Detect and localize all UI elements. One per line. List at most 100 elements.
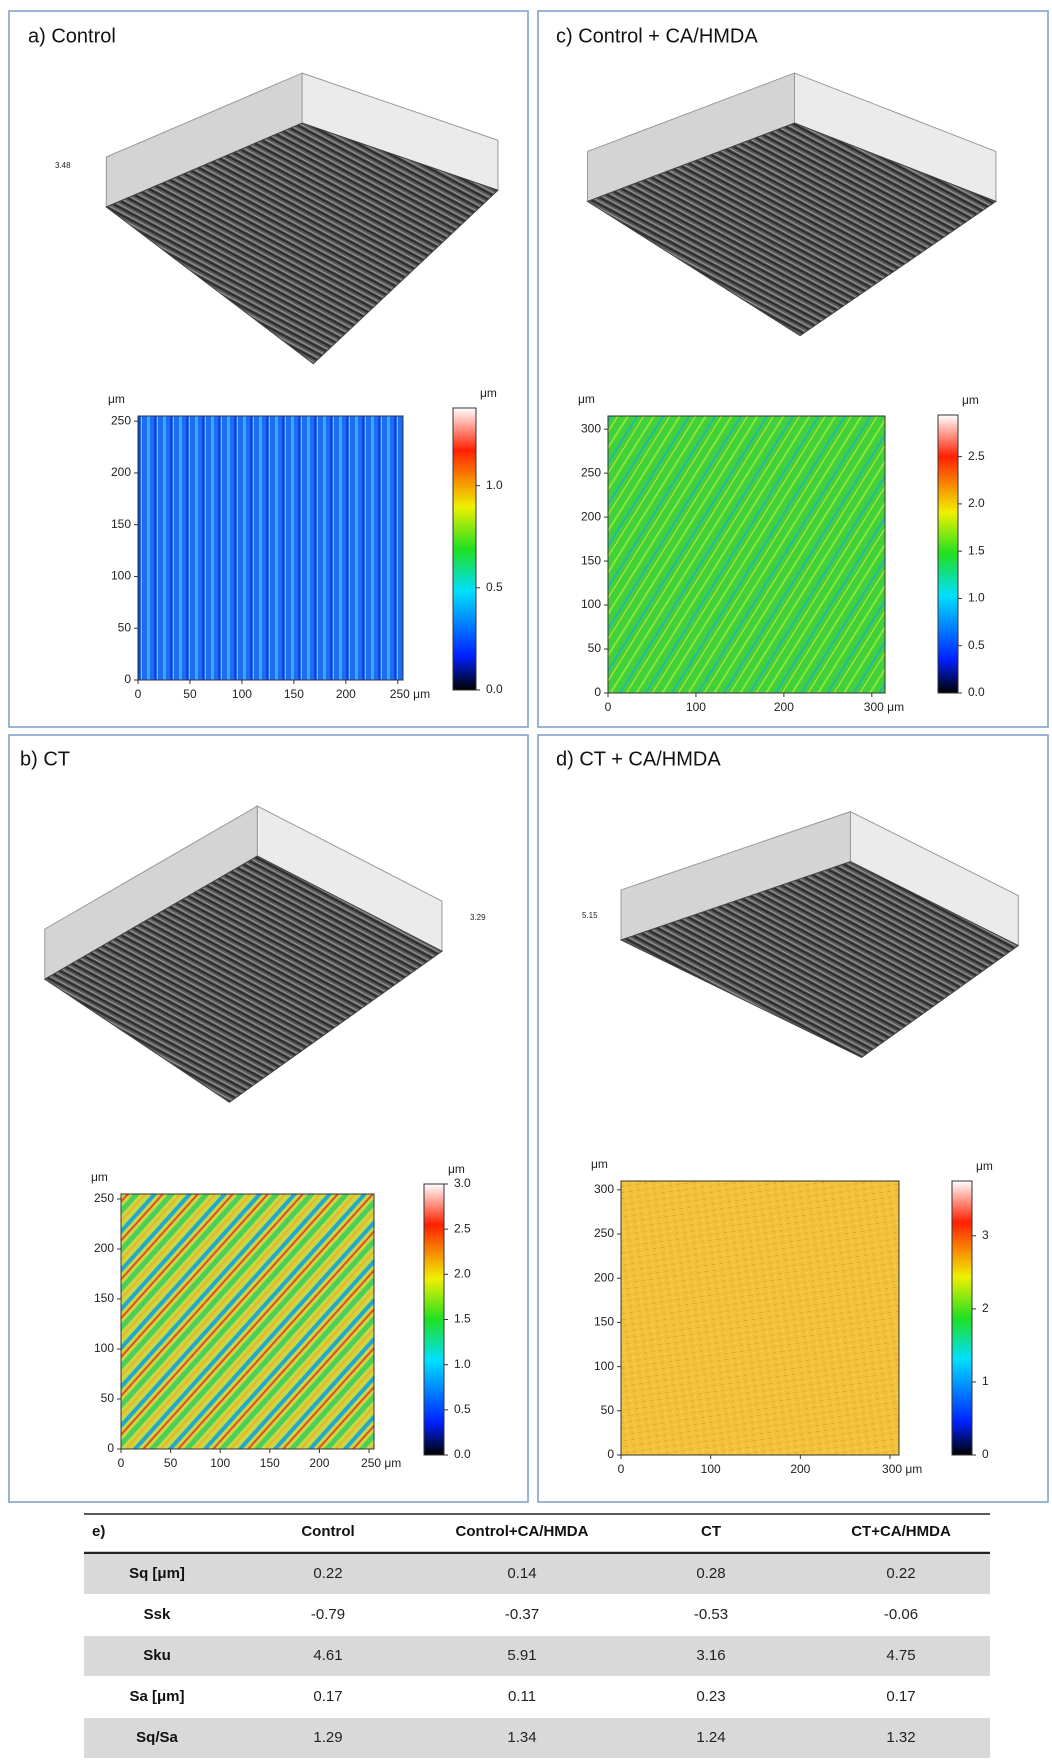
colorbar-tick-label: 2.5 (968, 449, 985, 463)
panel-frame (537, 734, 1049, 1503)
map-unit: μm (578, 392, 595, 406)
colorbar-tick-label: 0.5 (454, 1402, 471, 1416)
map-unit: μm (91, 1170, 108, 1184)
table-cell: 3.16 (696, 1647, 725, 1664)
colorbar-tick-label: 0.0 (486, 682, 503, 696)
table-cell: 1.29 (313, 1729, 342, 1746)
x-tick-label: 200 (790, 1462, 810, 1476)
colorbar-unit: μm (962, 393, 979, 407)
y-tick-label: 100 (581, 597, 601, 611)
y-tick-label: 250 (594, 1226, 614, 1240)
table-cell: 4.61 (313, 1647, 342, 1664)
row-label: Sq/Sa (136, 1729, 178, 1746)
y-tick-label: 300 (594, 1182, 614, 1196)
colorbar-unit: μm (448, 1162, 465, 1176)
y-tick-label: 50 (601, 1403, 615, 1417)
colorbar-tick-label: 2.0 (968, 496, 985, 510)
row-label: Ssk (144, 1606, 171, 1623)
colorbar-tick-label: 1.0 (486, 478, 503, 492)
table-cell: 0.22 (313, 1565, 342, 1582)
y-tick-label: 50 (588, 641, 602, 655)
surface-z-label: 3.29 (470, 913, 486, 922)
x-tick-label: 150 (284, 687, 304, 701)
panel-frame (8, 734, 529, 1503)
colorbar (452, 407, 477, 691)
colorbar (423, 1183, 445, 1456)
table-header: Control+CA/HMDA (456, 1523, 589, 1540)
panel-title: a) Control (28, 25, 116, 47)
height-map (137, 415, 404, 681)
x-tick-label: 50 (183, 687, 197, 701)
y-tick-label: 0 (124, 672, 131, 686)
row-label: Sq [μm] (129, 1565, 185, 1582)
y-tick-label: 200 (581, 509, 601, 523)
y-tick-label: 100 (111, 569, 131, 583)
panel-title: c) Control + CA/HMDA (556, 25, 758, 47)
table-cell: 4.75 (886, 1647, 915, 1664)
y-tick-label: 300 (581, 421, 601, 435)
colorbar-tick-label: 1 (982, 1374, 989, 1388)
table-header: Control (301, 1523, 354, 1540)
table-row-band (84, 1554, 990, 1594)
x-tick-label: 0 (618, 1462, 625, 1476)
y-tick-label: 150 (594, 1315, 614, 1329)
colorbar-tick-label: 0.0 (968, 685, 985, 699)
x-tick-label: 50 (164, 1456, 178, 1470)
table-cell: -0.79 (311, 1606, 345, 1623)
colorbar-tick-label: 0 (982, 1447, 989, 1461)
x-tick-label: 300 μm (882, 1462, 922, 1476)
surface-3d (105, 122, 499, 365)
y-tick-label: 0 (107, 1441, 114, 1455)
table-cell: 0.22 (886, 1565, 915, 1582)
y-tick-label: 50 (101, 1391, 115, 1405)
colorbar-tick-label: 0.5 (968, 638, 985, 652)
x-tick-label: 100 (701, 1462, 721, 1476)
y-tick-label: 150 (94, 1291, 114, 1305)
x-tick-label: 200 (309, 1456, 329, 1470)
x-tick-label: 0 (135, 687, 142, 701)
y-tick-label: 100 (94, 1341, 114, 1355)
colorbar-tick-label: 1.0 (454, 1357, 471, 1371)
panel-frame (537, 10, 1049, 728)
surface-3d (586, 122, 997, 337)
panel-title: d) CT + CA/HMDA (556, 748, 721, 770)
row-label: Sku (143, 1647, 171, 1664)
y-tick-label: 200 (111, 465, 131, 479)
y-tick-label: 250 (94, 1191, 114, 1205)
table-row-band (84, 1636, 990, 1676)
surface-z-label: 3.48 (55, 161, 71, 170)
table-cell: 0.17 (313, 1688, 342, 1705)
panel-title: b) CT (20, 748, 70, 770)
table-cell: -0.37 (505, 1606, 539, 1623)
y-tick-label: 200 (594, 1270, 614, 1284)
table-cell: 1.34 (507, 1729, 536, 1746)
colorbar-tick-label: 3.0 (454, 1176, 471, 1190)
x-tick-label: 200 (774, 700, 794, 714)
colorbar-tick-label: 1.5 (454, 1312, 471, 1326)
y-tick-label: 250 (581, 465, 601, 479)
table-cell: 0.23 (696, 1688, 725, 1705)
surface-3d (619, 861, 1020, 1059)
colorbar-tick-label: 3 (982, 1228, 989, 1242)
height-map (620, 1180, 900, 1456)
table-header: CT (701, 1523, 721, 1540)
x-tick-label: 250 μm (390, 687, 430, 701)
table-cell: 0.28 (696, 1565, 725, 1582)
x-tick-label: 300 μm (864, 700, 904, 714)
colorbar-unit: μm (976, 1159, 993, 1173)
table-cell: 0.11 (508, 1688, 536, 1705)
colorbar-unit: μm (480, 386, 497, 400)
y-tick-label: 150 (111, 517, 131, 531)
height-map (607, 415, 886, 694)
surface-3d (43, 855, 443, 1103)
table-header: e) (92, 1523, 105, 1540)
y-tick-label: 250 (111, 413, 131, 427)
map-unit: μm (108, 392, 125, 406)
y-tick-label: 50 (118, 620, 132, 634)
table-cell: -0.53 (694, 1606, 728, 1623)
x-tick-label: 150 (260, 1456, 280, 1470)
table-cell: 1.32 (886, 1729, 915, 1746)
table-row-band (84, 1718, 990, 1758)
colorbar-tick-label: 0.0 (454, 1447, 471, 1461)
height-map (120, 1193, 375, 1450)
